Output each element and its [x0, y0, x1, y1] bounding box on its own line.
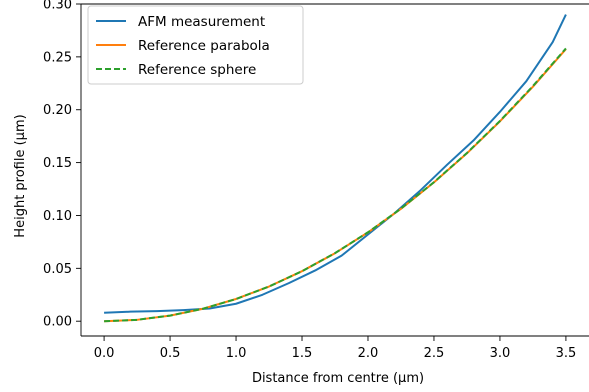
x-axis-title: Distance from centre (μm): [252, 371, 424, 386]
x-tick-label: 0.0: [94, 346, 115, 361]
y-tick-label: 0.05: [43, 262, 72, 277]
y-tick-label: 0.15: [43, 156, 72, 171]
series-layer: [104, 14, 567, 323]
afm-measurement-line: [104, 14, 567, 314]
y-axis-title: Height profile (μm): [13, 114, 28, 237]
x-tick-label: 3.0: [490, 346, 511, 361]
y-tick-label: 0.20: [43, 103, 72, 118]
x-axis-ticks: 0.0 0.5 1.0 1.5 2.0 2.5 3.0 3.5: [94, 336, 577, 361]
x-tick-label: 2.5: [424, 346, 445, 361]
x-tick-label: 1.0: [226, 346, 247, 361]
y-tick-label: 0.00: [43, 315, 72, 330]
y-tick-label: 0.25: [43, 50, 72, 65]
legend-label-parabola: Reference parabola: [138, 38, 270, 54]
x-tick-label: 2.0: [358, 346, 379, 361]
reference-parabola-line: [104, 48, 567, 323]
reference-sphere-line: [104, 47, 567, 323]
y-axis-ticks: 0.00 0.05 0.10 0.15 0.20 0.25 0.30: [43, 0, 81, 330]
legend: AFM measurement Reference parabola Refer…: [87, 5, 304, 85]
x-tick-label: 3.5: [556, 346, 577, 361]
x-tick-label: 0.5: [160, 346, 181, 361]
legend-box: [87, 5, 304, 85]
legend-label-afm: AFM measurement: [138, 14, 265, 30]
y-tick-label: 0.30: [43, 0, 72, 13]
y-tick-label: 0.10: [43, 209, 72, 224]
axes-frame: [80, 3, 589, 337]
legend-label-sphere: Reference sphere: [138, 62, 256, 78]
x-tick-label: 1.5: [292, 346, 313, 361]
